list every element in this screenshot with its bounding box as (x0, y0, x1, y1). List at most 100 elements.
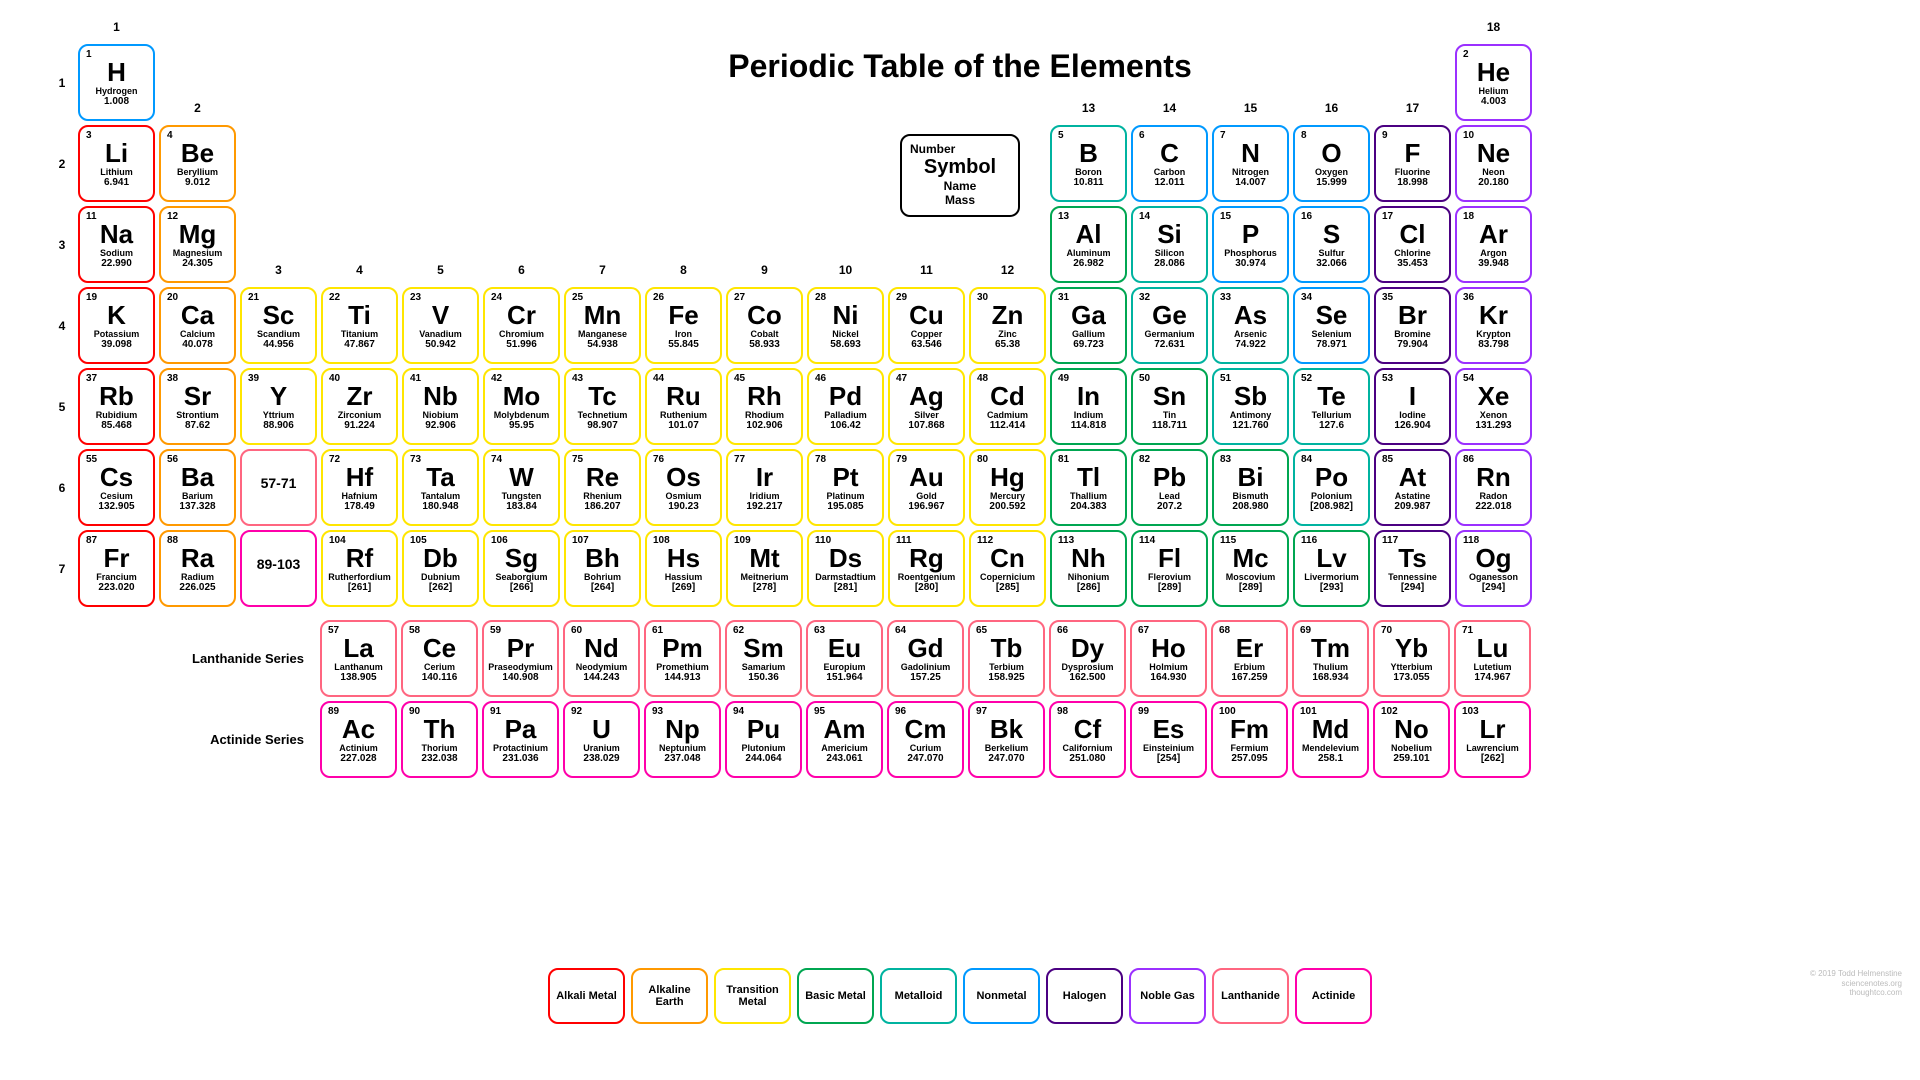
atomic-mass: 6.941 (104, 177, 129, 188)
element-cell: 11NaSodium22.990 (78, 206, 155, 283)
atomic-mass: 35.453 (1397, 258, 1428, 269)
atomic-mass: 132.905 (98, 501, 134, 512)
element-cell: 36KrKrypton83.798 (1455, 287, 1532, 364)
atomic-mass: 14.007 (1235, 177, 1266, 188)
atomic-mass: 85.468 (101, 420, 132, 431)
element-name: Oxygen (1315, 167, 1348, 177)
element-name: Sulfur (1319, 248, 1345, 258)
atomic-mass: 138.905 (340, 672, 376, 683)
element-symbol: Mc (1232, 545, 1268, 571)
atomic-mass: 174.967 (1474, 672, 1510, 683)
atomic-mass: 58.693 (830, 339, 861, 350)
atomic-mass: 195.085 (827, 501, 863, 512)
atomic-mass: 144.243 (583, 672, 619, 683)
period-label: 4 (52, 287, 72, 364)
element-symbol: W (509, 464, 534, 490)
element-name: Nitrogen (1232, 167, 1269, 177)
element-symbol: Ne (1477, 140, 1510, 166)
element-name: Moscovium (1226, 572, 1276, 582)
atomic-number: 8 (1301, 130, 1307, 141)
element-symbol: Am (824, 716, 866, 742)
atomic-mass: 150.36 (748, 672, 779, 683)
element-cell: 66DyDysprosium162.500 (1049, 620, 1126, 697)
atomic-mass: 164.930 (1150, 672, 1186, 683)
atomic-number: 113 (1058, 535, 1074, 546)
atomic-number: 110 (815, 535, 831, 546)
element-name: Livermorium (1304, 572, 1359, 582)
element-symbol: V (432, 302, 449, 328)
element-cell: 86RnRadon222.018 (1455, 449, 1532, 526)
element-symbol: Rb (99, 383, 134, 409)
atomic-mass: 208.980 (1232, 501, 1268, 512)
atomic-mass: 30.974 (1235, 258, 1266, 269)
element-name: Americium (821, 743, 868, 753)
atomic-mass: 55.845 (668, 339, 699, 350)
atomic-mass: 78.971 (1316, 339, 1347, 350)
atomic-mass: 74.922 (1235, 339, 1266, 350)
element-symbol: Eu (828, 635, 861, 661)
element-cell: 72HfHafnium178.49 (321, 449, 398, 526)
atomic-number: 10 (1463, 130, 1474, 141)
atomic-number: 96 (895, 706, 906, 717)
atomic-mass: 39.948 (1478, 258, 1509, 269)
element-symbol: N (1241, 140, 1260, 166)
element-name: Gadolinium (901, 662, 951, 672)
atomic-mass: 26.982 (1073, 258, 1104, 269)
atomic-number: 38 (167, 373, 178, 384)
atomic-number: 61 (652, 625, 663, 636)
element-symbol: Bk (990, 716, 1023, 742)
element-symbol: La (343, 635, 373, 661)
atomic-mass: [278] (753, 582, 776, 593)
atomic-number: 74 (491, 454, 502, 465)
atomic-mass: 118.711 (1152, 420, 1187, 431)
atomic-mass: 28.086 (1154, 258, 1185, 269)
element-name: Silicon (1155, 248, 1185, 258)
element-cell: 65TbTerbium158.925 (968, 620, 1045, 697)
element-cell: 7NNitrogen14.007 (1212, 125, 1289, 202)
element-cell: 79AuGold196.967 (888, 449, 965, 526)
atomic-mass: 162.500 (1069, 672, 1105, 683)
atomic-mass: 69.723 (1073, 339, 1104, 350)
element-symbol: Fr (104, 545, 130, 571)
element-cell: 55CsCesium132.905 (78, 449, 155, 526)
atomic-mass: 158.925 (988, 672, 1024, 683)
atomic-number: 109 (734, 535, 751, 546)
atomic-mass: 190.23 (668, 501, 699, 512)
element-symbol: Sc (263, 302, 295, 328)
element-name: Fermium (1230, 743, 1268, 753)
element-symbol: Pd (829, 383, 862, 409)
element-symbol: Mt (749, 545, 779, 571)
atomic-mass: 232.038 (421, 753, 457, 764)
element-name: Astatine (1395, 491, 1431, 501)
atomic-mass: 1.008 (104, 96, 129, 107)
atomic-mass: [280] (915, 582, 938, 593)
element-cell: 103LrLawrencium[262] (1454, 701, 1531, 778)
atomic-mass: [289] (1239, 582, 1262, 593)
atomic-mass: 251.080 (1069, 753, 1105, 764)
element-symbol: Pu (747, 716, 780, 742)
atomic-mass: 126.904 (1394, 420, 1430, 431)
atomic-number: 111 (896, 535, 912, 546)
atomic-mass: 222.018 (1475, 501, 1511, 512)
atomic-number: 71 (1462, 625, 1473, 636)
element-cell: 91PaProtactinium231.036 (482, 701, 559, 778)
element-symbol: As (1234, 302, 1267, 328)
atomic-mass: 200.592 (989, 501, 1025, 512)
element-name: Manganese (578, 329, 627, 339)
element-name: Carbon (1154, 167, 1186, 177)
atomic-number: 21 (248, 292, 259, 303)
element-symbol: Tl (1077, 464, 1100, 490)
atomic-number: 53 (1382, 373, 1393, 384)
atomic-mass: 22.990 (101, 258, 132, 269)
atomic-number: 23 (410, 292, 421, 303)
element-cell: 93NpNeptunium237.048 (644, 701, 721, 778)
element-name: Boron (1075, 167, 1102, 177)
element-cell: 33AsArsenic74.922 (1212, 287, 1289, 364)
element-name: Dubnium (421, 572, 460, 582)
element-name: Arsenic (1234, 329, 1267, 339)
atomic-number: 44 (653, 373, 664, 384)
element-symbol: Tc (588, 383, 616, 409)
atomic-mass: 44.956 (263, 339, 294, 350)
element-cell: 70YbYtterbium173.055 (1373, 620, 1450, 697)
element-symbol: Se (1316, 302, 1348, 328)
